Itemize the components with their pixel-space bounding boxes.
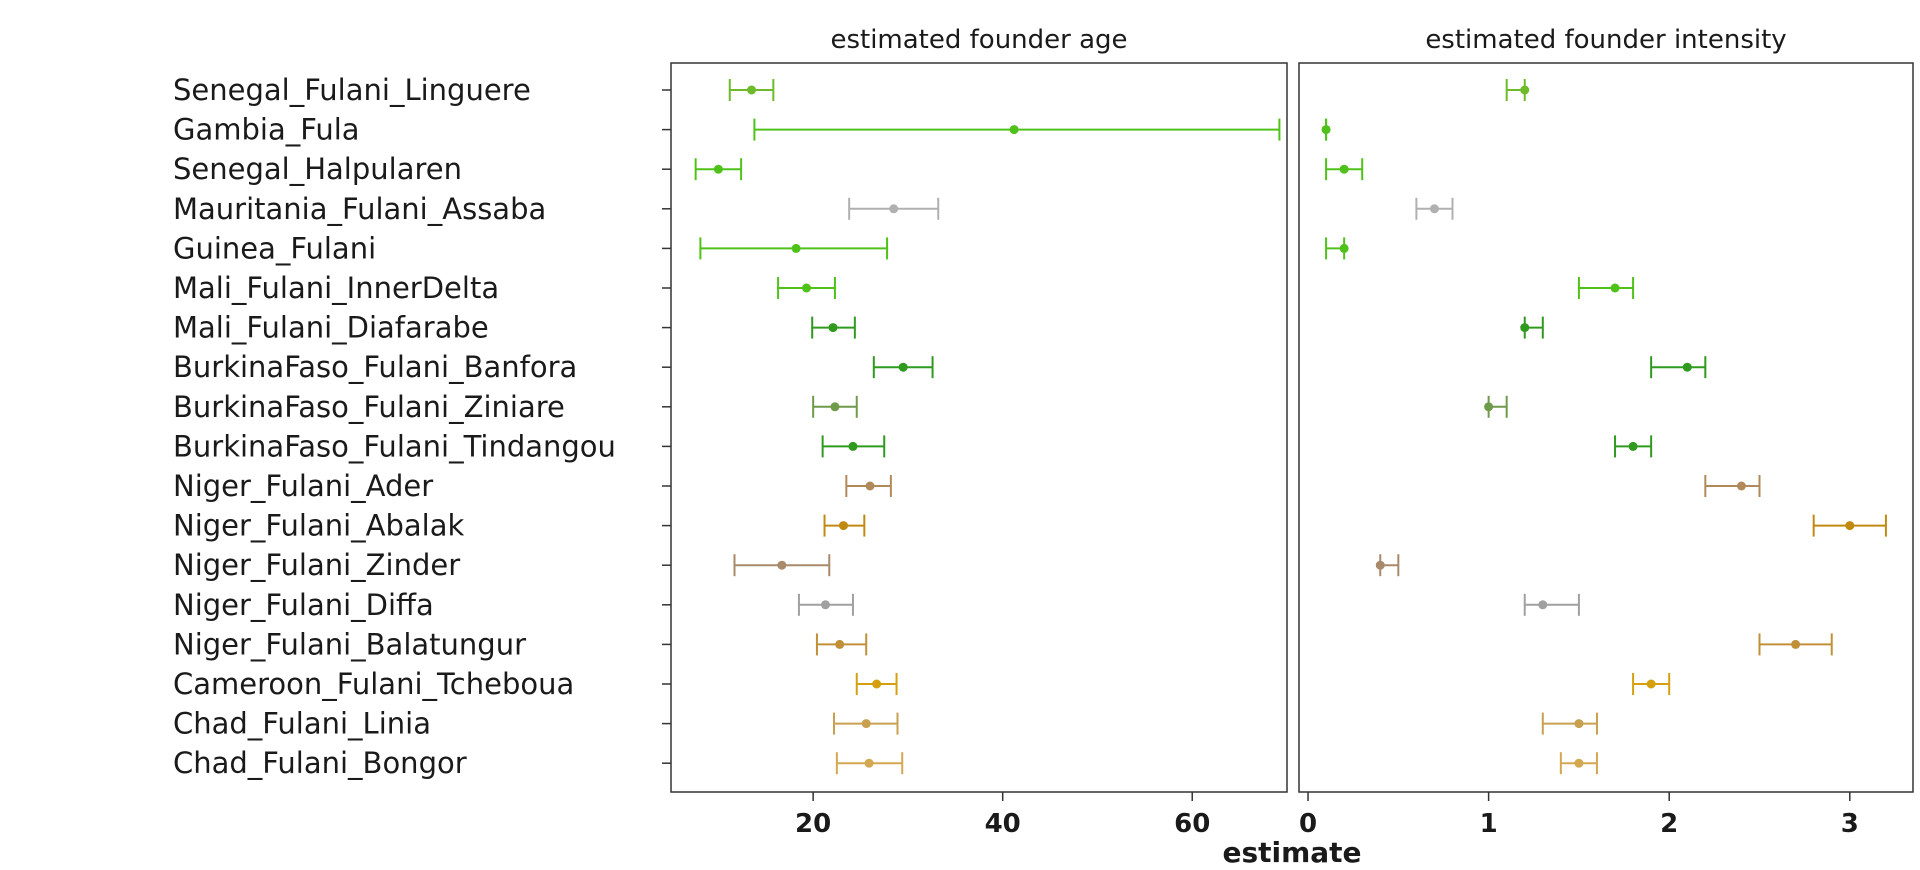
estimate-point	[1628, 441, 1638, 451]
estimate-point	[838, 521, 848, 531]
estimate-point	[820, 600, 830, 610]
estimate-point	[1538, 600, 1548, 610]
estimate-point	[1339, 164, 1349, 174]
estimate-point	[848, 441, 858, 451]
estimate-point	[713, 164, 723, 174]
x-tick-label: 2	[1660, 809, 1678, 839]
x-tick-label: 20	[795, 809, 831, 839]
estimate-point	[864, 758, 874, 768]
row-label: Senegal_Halpularen	[173, 152, 462, 186]
estimate-point	[1845, 521, 1855, 531]
row-label: Niger_Fulani_Abalak	[173, 509, 465, 543]
estimate-point	[747, 85, 757, 95]
row-label: Senegal_Fulani_Linguere	[173, 73, 531, 107]
estimate-point	[828, 323, 838, 333]
row-label: BurkinaFaso_Fulani_Banfora	[173, 350, 577, 384]
estimate-point	[835, 639, 845, 649]
row-label: Cameroon_Fulani_Tcheboua	[173, 667, 574, 701]
estimate-point	[1375, 560, 1385, 570]
estimate-point	[802, 283, 812, 293]
estimate-point	[1520, 323, 1530, 333]
row-labels: Senegal_Fulani_Linguere Gambia_Fula Senega…	[173, 73, 671, 780]
estimate-point	[1736, 481, 1746, 491]
x-axis-title: estimate	[1222, 836, 1361, 869]
row-label: BurkinaFaso_Fulani_Ziniare	[173, 390, 565, 424]
row-label: BurkinaFaso_Fulani_Tindangou	[173, 429, 616, 463]
x-tick-label: 40	[985, 809, 1021, 839]
panel-title: estimated founder intensity	[1425, 25, 1786, 55]
x-tick-label: 60	[1174, 809, 1210, 839]
x-tick-label: 1	[1480, 809, 1498, 839]
estimate-point	[1009, 125, 1019, 135]
estimate-point	[889, 204, 899, 214]
x-tick-label: 3	[1841, 809, 1859, 839]
estimate-point	[830, 402, 840, 412]
estimate-point	[777, 560, 787, 570]
estimate-point	[898, 362, 908, 372]
estimate-point	[1339, 243, 1349, 253]
row-label: Chad_Fulani_Bongor	[173, 746, 467, 780]
estimate-point	[1574, 719, 1584, 729]
estimate-point	[1520, 85, 1530, 95]
row-label: Mauritania_Fulani_Assaba	[173, 192, 546, 226]
estimate-point	[872, 679, 882, 689]
row-label: Niger_Fulani_Ader	[173, 469, 433, 503]
panel-founder-age: estimated founder age 20 40 60	[670, 25, 1288, 839]
estimate-point	[861, 719, 871, 729]
row-label: Niger_Fulani_Zinder	[173, 548, 460, 582]
plot-frame	[1298, 62, 1914, 793]
x-tick-label: 0	[1299, 809, 1317, 839]
row-label: Guinea_Fulani	[173, 231, 376, 265]
row-label: Gambia_Fula	[173, 113, 360, 147]
estimate-point	[1321, 125, 1331, 135]
row-label: Niger_Fulani_Diffa	[173, 588, 434, 622]
row-label: Mali_Fulani_Diafarabe	[173, 311, 489, 345]
estimate-point	[1429, 204, 1439, 214]
estimate-point	[1791, 639, 1801, 649]
plot-frame	[670, 62, 1288, 793]
estimate-point	[791, 243, 801, 253]
panel-title: estimated founder age	[830, 25, 1127, 55]
estimate-point	[1484, 402, 1494, 412]
panel-founder-intensity: estimated founder intensity 0 1 2 3	[1298, 25, 1914, 839]
estimate-point	[1574, 758, 1584, 768]
row-label: Chad_Fulani_Linia	[173, 707, 431, 741]
estimate-point	[1610, 283, 1620, 293]
estimate-point	[1646, 679, 1656, 689]
estimate-point	[865, 481, 875, 491]
row-label: Niger_Fulani_Balatungur	[173, 627, 526, 661]
estimate-point	[1682, 362, 1692, 372]
row-label: Mali_Fulani_InnerDelta	[173, 271, 499, 305]
